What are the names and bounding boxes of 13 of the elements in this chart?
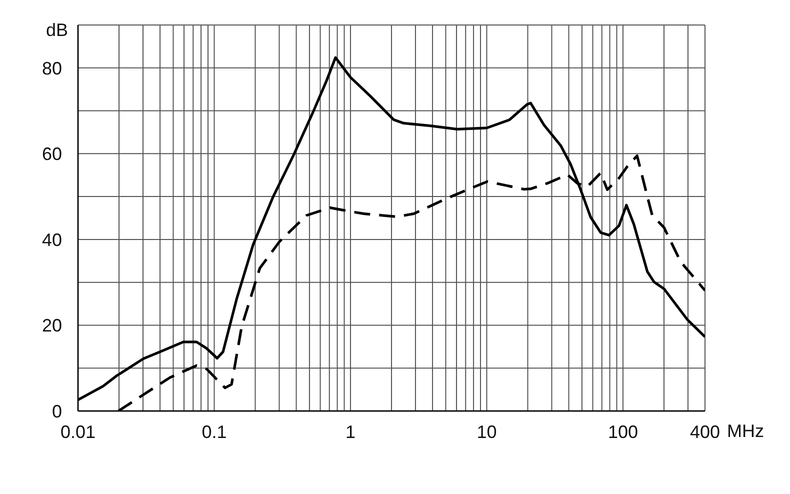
y-tick-label: 0 (52, 401, 62, 422)
x-tick-label: 100 (608, 422, 638, 442)
y-tick-label: 60 (42, 144, 62, 164)
x-axis-title: MHz (727, 421, 764, 441)
x-tick-label: 0.01 (60, 422, 96, 442)
y-tick-label: 80 (42, 58, 62, 78)
x-tick-label: 0.1 (202, 422, 227, 442)
x-tick-label: 400 (690, 422, 720, 442)
y-tick-label: 20 (42, 316, 62, 336)
x-tick-label: 1 (345, 422, 356, 442)
y-tick-label: 40 (42, 230, 62, 250)
x-tick-label: 10 (476, 422, 497, 442)
y-axis-title: dB (46, 20, 68, 40)
